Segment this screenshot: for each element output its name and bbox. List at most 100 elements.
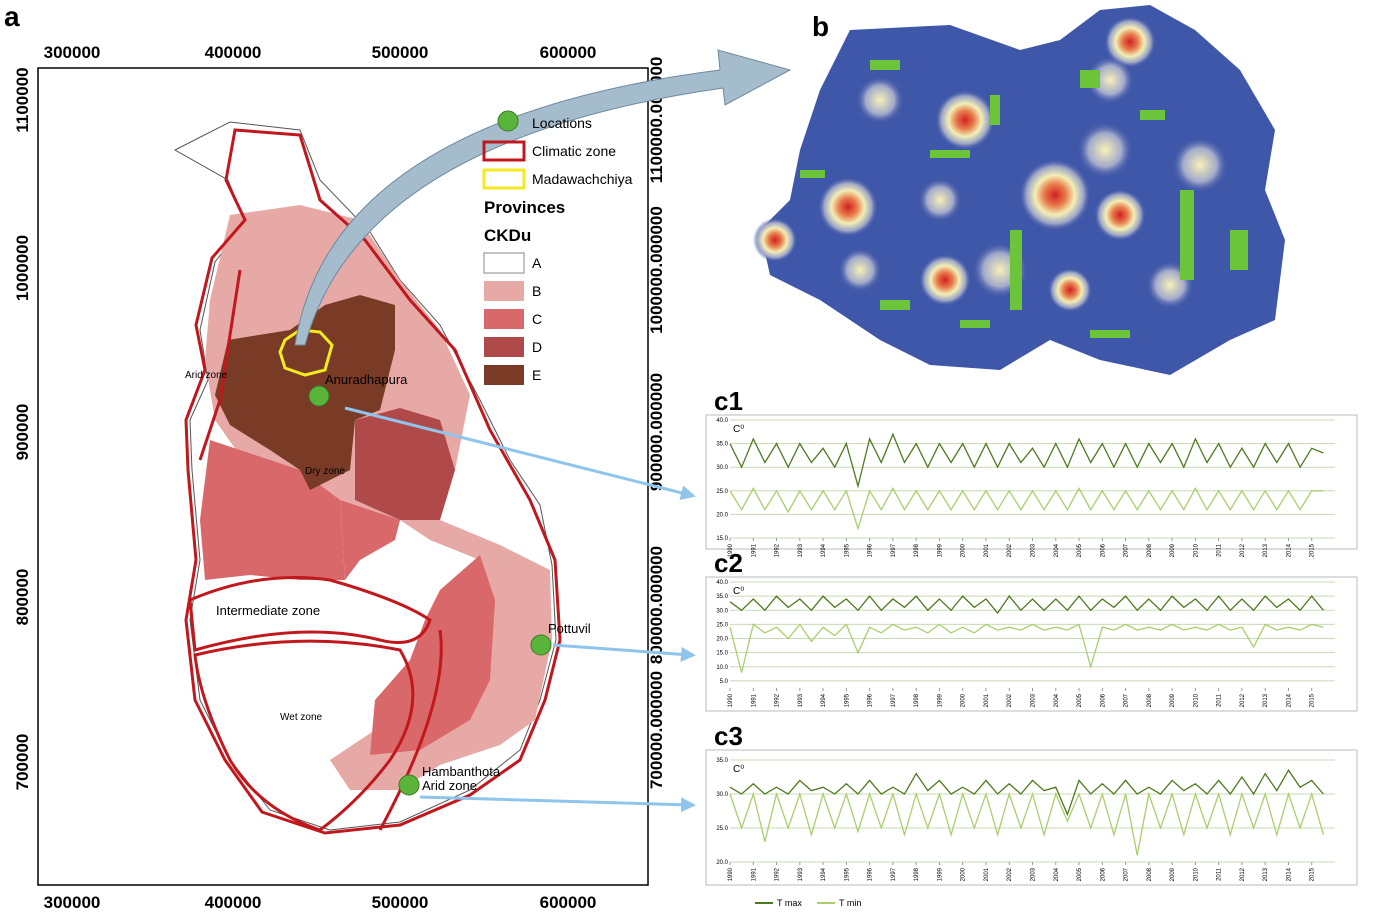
location [531,635,551,655]
x-tick-label: 1990 [728,867,734,881]
legend-swatch [498,111,518,131]
x-tick-label: 2006 [1100,543,1106,557]
chart-title: c2 [714,548,743,578]
legend-text: C [532,311,542,327]
x-tick-label: 1994 [821,867,827,881]
legend-swatch [484,281,524,301]
x-tick-label: 2011 [1217,543,1223,557]
x-tick-label: 2007 [1124,867,1130,881]
y-axis-label: C⁰ [733,586,744,597]
x-tick-label: 2007 [1124,693,1130,707]
y-tick-label: 20.0 [716,637,728,643]
hotspot [919,254,971,306]
hotspot [753,218,797,262]
y-tick: 700000.000000 [647,671,666,789]
y-tick: 1000000.000000 [647,206,666,334]
y-tick: 900000.000000 [647,373,666,491]
y-tick-label: 30.0 [716,792,728,798]
x-tick-label: 2006 [1100,693,1106,707]
zone-label: Intermediate zone [216,603,320,618]
x-tick: 400000 [205,43,262,62]
zone-label: Arid zone [185,370,228,381]
legend-text: D [532,339,542,355]
legend-swatch [484,170,524,188]
x-tick-label: 2001 [984,867,990,881]
legend-text: B [532,283,541,299]
x-tick-label: 2008 [1147,867,1153,881]
place-label: Hambanthota [422,764,501,779]
x-tick-label: 2002 [1007,543,1013,557]
figure: a 300000 400000 500000 600000 300000 400… [0,0,1374,913]
y-tick-label: 30.0 [716,465,728,471]
legend-swatch [484,337,524,357]
y-tick-label: 25.0 [716,489,728,495]
chart-frame [706,577,1357,711]
legend-text: T max [777,898,802,908]
x-tick-label: 1990 [728,693,734,707]
x-tick-label: 1995 [844,867,850,881]
x-tick-label: 1992 [775,543,781,557]
x-tick-label: 2015 [1310,867,1316,881]
x-tick: 300000 [44,43,101,62]
x-tick-label: 1999 [937,693,943,707]
x-tick-label: 1991 [751,543,757,557]
x-tick-label: 1991 [751,867,757,881]
x-tick: 500000 [372,43,429,62]
x-tick-label: 1991 [751,693,757,707]
arrow [553,645,690,655]
location [309,386,329,406]
x-tick-label: 2014 [1286,867,1292,881]
x-tick-label: 2014 [1286,543,1292,557]
legend-heading: CKDu [484,226,531,245]
x-tick-label: 2001 [984,543,990,557]
hotspot [1172,137,1228,193]
x-tick-label: 1995 [844,693,850,707]
x-tick: 300000 [44,893,101,912]
x-tick: 600000 [540,893,597,912]
x-tick-label: 2004 [1054,543,1060,557]
hotspot [1094,189,1146,241]
zone-label: Dry zone [305,466,345,477]
x-tick-label: 2005 [1077,543,1083,557]
arrow [420,797,690,805]
legend-text: Madawachchiya [532,171,633,187]
legend-text: Locations [532,115,592,131]
x-tick-label: 2013 [1263,867,1269,881]
x-tick-label: 2012 [1240,543,1246,557]
zone-label: Wet zone [280,712,322,723]
panel-label: a [4,1,20,32]
y-tick: 900000 [13,404,32,461]
x-tick-label: 2010 [1193,867,1199,881]
x-tick-label: 2005 [1077,867,1083,881]
y-tick-label: 40.0 [716,418,728,424]
y-tick: 800000 [13,569,32,626]
x-tick-label: 2003 [1031,693,1037,707]
legend-swatch [484,253,524,273]
x-tick: 500000 [372,893,429,912]
hotspot [1019,159,1091,231]
chart-title: c3 [714,721,743,751]
y-tick-label: 15.0 [716,536,728,542]
hotspot [818,177,878,237]
x-tick-label: 2000 [961,543,967,557]
x-tick-label: 1994 [821,543,827,557]
y-tick-label: 20.0 [716,860,728,866]
x-tick-label: 1992 [775,867,781,881]
x-tick-label: 1993 [798,543,804,557]
x-tick-label: 2008 [1147,693,1153,707]
x-tick-label: 2004 [1054,693,1060,707]
x-tick-label: 1993 [798,693,804,707]
x-tick-label: 2009 [1170,867,1176,881]
y-tick: 700000 [13,734,32,791]
x-tick-label: 1997 [891,693,897,707]
x-tick-label: 2002 [1007,867,1013,881]
x-tick-label: 2003 [1031,543,1037,557]
x-tick-label: 2002 [1007,693,1013,707]
y-tick-label: 35.0 [716,758,728,764]
x-tick-label: 2010 [1193,543,1199,557]
x-tick-label: 1996 [868,543,874,557]
legend-swatch [484,309,524,329]
y-tick-label: 35.0 [716,594,728,600]
chart-frame [706,415,1357,549]
x-tick-label: 2012 [1240,867,1246,881]
